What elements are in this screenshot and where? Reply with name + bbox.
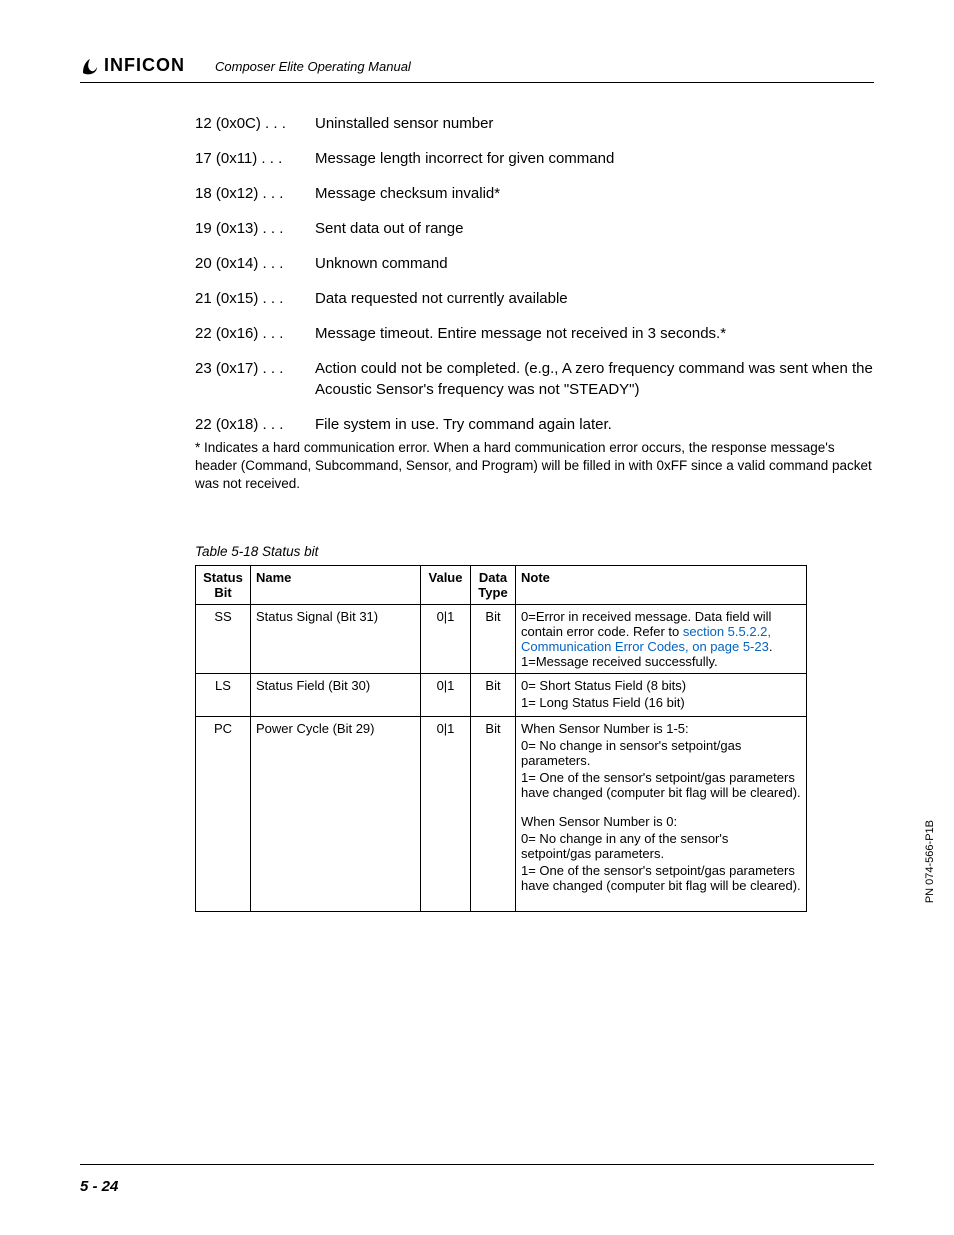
error-code: 19 (0x13) . . . [195,218,315,239]
error-desc: Message length incorrect for given comma… [315,148,874,169]
table-row: PC Power Cycle (Bit 29) 0|1 Bit When Sen… [196,716,807,911]
cell-value: 0|1 [421,604,471,673]
cell-bit: SS [196,604,251,673]
error-item: 22 (0x18) . . . File system in use. Try … [195,414,874,435]
error-item: 18 (0x12) . . . Message checksum invalid… [195,183,874,204]
error-desc: File system in use. Try command again la… [315,414,874,435]
table-row: LS Status Field (Bit 30) 0|1 Bit 0= Shor… [196,673,807,716]
brand-logo: INFICON [80,55,185,76]
table-row: SS Status Signal (Bit 31) 0|1 Bit 0=Erro… [196,604,807,673]
table-caption: Table 5-18 Status bit [195,544,874,559]
error-code: 20 (0x14) . . . [195,253,315,274]
cell-dtype: Bit [471,673,516,716]
col-header: Value [421,565,471,604]
error-desc: Message timeout. Entire message not rece… [315,323,874,344]
cell-name: Power Cycle (Bit 29) [251,716,421,911]
col-header: Data Type [471,565,516,604]
footer-rule [80,1164,874,1165]
error-code: 18 (0x12) . . . [195,183,315,204]
error-code: 23 (0x17) . . . [195,358,315,400]
error-item: 21 (0x15) . . . Data requested not curre… [195,288,874,309]
cell-value: 0|1 [421,673,471,716]
cell-dtype: Bit [471,716,516,911]
error-desc: Action could not be completed. (e.g., A … [315,358,874,400]
logo-icon [80,56,100,76]
cell-note: 0=Error in received message. Data field … [516,604,807,673]
part-number-label: PN 074-566-P1B [924,820,936,903]
cell-note: When Sensor Number is 1-5: 0= No change … [516,716,807,911]
error-desc: Sent data out of range [315,218,874,239]
cell-value: 0|1 [421,716,471,911]
error-code: 17 (0x11) . . . [195,148,315,169]
error-item: 20 (0x14) . . . Unknown command [195,253,874,274]
cell-bit: PC [196,716,251,911]
manual-title: Composer Elite Operating Manual [215,59,411,76]
error-code-list: 12 (0x0C) . . . Uninstalled sensor numbe… [195,113,874,435]
error-item: 23 (0x17) . . . Action could not be comp… [195,358,874,400]
error-code: 22 (0x18) . . . [195,414,315,435]
error-item: 19 (0x13) . . . Sent data out of range [195,218,874,239]
error-desc: Message checksum invalid* [315,183,874,204]
page: INFICON Composer Elite Operating Manual … [0,0,954,1235]
error-item: 17 (0x11) . . . Message length incorrect… [195,148,874,169]
error-code: 22 (0x16) . . . [195,323,315,344]
col-header: Note [516,565,807,604]
page-header: INFICON Composer Elite Operating Manual [80,55,874,83]
status-bit-table: Status Bit Name Value Data Type Note SS … [195,565,807,912]
cell-name: Status Field (Bit 30) [251,673,421,716]
error-item: 12 (0x0C) . . . Uninstalled sensor numbe… [195,113,874,134]
brand-text: INFICON [104,55,185,76]
col-header: Name [251,565,421,604]
page-number: 5 - 24 [80,1178,118,1195]
cell-name: Status Signal (Bit 31) [251,604,421,673]
col-header: Status Bit [196,565,251,604]
error-desc: Data requested not currently available [315,288,874,309]
footnote-text: * Indicates a hard communication error. … [195,439,874,494]
error-desc: Unknown command [315,253,874,274]
content-area: 12 (0x0C) . . . Uninstalled sensor numbe… [195,113,874,912]
cell-bit: LS [196,673,251,716]
cell-dtype: Bit [471,604,516,673]
cell-note: 0= Short Status Field (8 bits) 1= Long S… [516,673,807,716]
error-item: 22 (0x16) . . . Message timeout. Entire … [195,323,874,344]
error-code: 21 (0x15) . . . [195,288,315,309]
table-header-row: Status Bit Name Value Data Type Note [196,565,807,604]
error-code: 12 (0x0C) . . . [195,113,315,134]
error-desc: Uninstalled sensor number [315,113,874,134]
